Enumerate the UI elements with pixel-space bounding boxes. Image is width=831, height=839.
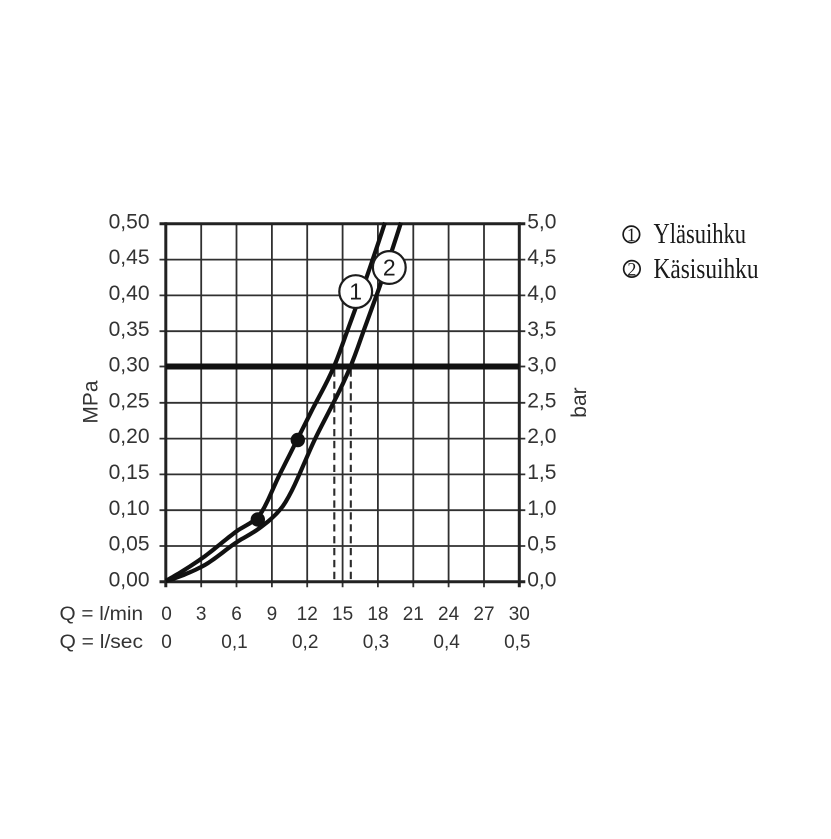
svg-text:27: 27 [473, 604, 494, 625]
svg-text:0: 0 [161, 604, 172, 625]
svg-text:4,5: 4,5 [527, 246, 556, 269]
svg-text:2,0: 2,0 [527, 425, 556, 448]
svg-text:18: 18 [367, 604, 388, 625]
svg-text:30: 30 [509, 604, 530, 625]
svg-text:0,50: 0,50 [109, 210, 150, 233]
svg-text:3: 3 [196, 604, 207, 625]
svg-text:0,2: 0,2 [292, 632, 318, 653]
svg-text:Q = l/min: Q = l/min [60, 604, 144, 625]
svg-text:0,35: 0,35 [109, 318, 150, 341]
svg-text:0,15: 0,15 [109, 461, 150, 484]
svg-text:0,5: 0,5 [504, 632, 530, 653]
svg-text:MPa: MPa [80, 380, 103, 424]
svg-text:0,1: 0,1 [221, 632, 247, 653]
svg-text:4,0: 4,0 [527, 282, 556, 305]
svg-text:2: 2 [383, 255, 396, 281]
svg-text:Yläsuihku: Yläsuihku [654, 219, 747, 250]
svg-text:0,20: 0,20 [109, 425, 150, 448]
svg-text:1: 1 [349, 279, 362, 305]
svg-text:6: 6 [231, 604, 242, 625]
svg-text:bar: bar [568, 387, 591, 417]
svg-text:0: 0 [161, 632, 172, 653]
svg-text:0,5: 0,5 [527, 533, 556, 556]
svg-text:0,40: 0,40 [109, 282, 150, 305]
svg-text:0,00: 0,00 [109, 568, 150, 591]
svg-text:1: 1 [627, 226, 636, 246]
svg-text:15: 15 [332, 604, 353, 625]
svg-text:0,3: 0,3 [363, 632, 389, 653]
svg-text:0,30: 0,30 [109, 354, 150, 377]
svg-text:0,4: 0,4 [433, 632, 460, 653]
svg-text:24: 24 [438, 604, 460, 625]
svg-text:Käsisuihku: Käsisuihku [654, 254, 759, 285]
svg-text:9: 9 [267, 604, 278, 625]
svg-text:Q = l/sec: Q = l/sec [60, 632, 144, 653]
svg-text:5,0: 5,0 [527, 210, 556, 233]
svg-text:0,10: 0,10 [109, 497, 150, 520]
svg-text:0,45: 0,45 [109, 246, 150, 269]
svg-text:0,05: 0,05 [109, 533, 150, 556]
svg-text:12: 12 [297, 604, 318, 625]
svg-text:0,0: 0,0 [527, 568, 556, 591]
svg-text:1,0: 1,0 [527, 497, 556, 520]
svg-text:3,0: 3,0 [527, 354, 556, 377]
svg-text:2: 2 [627, 260, 636, 280]
svg-text:1,5: 1,5 [527, 461, 556, 484]
svg-text:2,5: 2,5 [527, 389, 556, 412]
svg-text:3,5: 3,5 [527, 318, 556, 341]
svg-text:0,25: 0,25 [109, 389, 150, 412]
svg-text:21: 21 [403, 604, 424, 625]
